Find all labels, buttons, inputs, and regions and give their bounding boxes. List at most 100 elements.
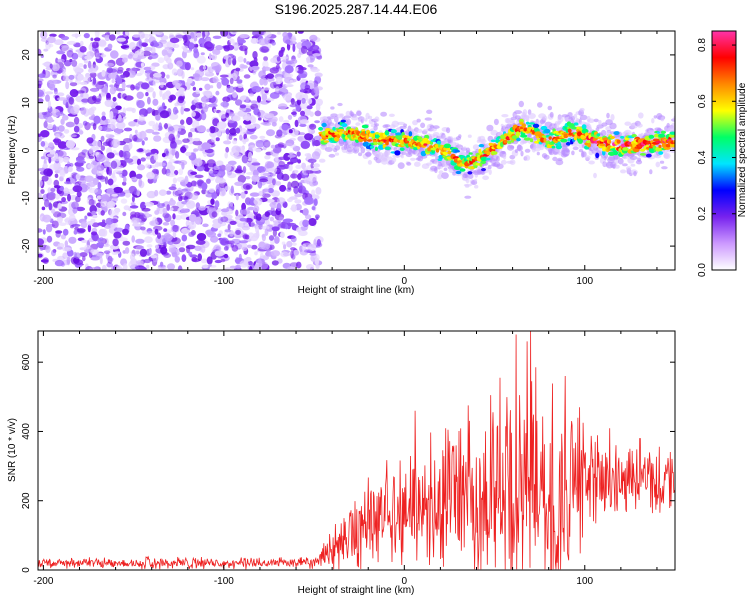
- signal-blob: [596, 133, 601, 137]
- noise-blob: [52, 107, 57, 114]
- noise-blob: [264, 36, 270, 45]
- noise-blob: [290, 173, 298, 179]
- signal-blob: [543, 128, 551, 134]
- noise-blob: [101, 69, 106, 77]
- signal-blob: [318, 126, 324, 131]
- noise-blob: [66, 50, 74, 58]
- noise-blob: [110, 160, 118, 169]
- noise-blob: [309, 252, 317, 256]
- signal-blob: [366, 139, 373, 142]
- noise-blob: [158, 189, 167, 196]
- noise-blob: [248, 266, 253, 270]
- noise-blob: [144, 69, 153, 74]
- noise-blob: [65, 140, 76, 149]
- spectrogram-y-tick-label: 10: [21, 97, 32, 109]
- spectrogram-heatmap: [38, 31, 675, 270]
- noise-blob: [281, 173, 290, 181]
- noise-blob: [159, 89, 163, 98]
- noise-blob: [274, 153, 279, 162]
- noise-blob: [162, 212, 170, 219]
- noise-blob: [252, 70, 257, 75]
- noise-blob: [249, 163, 256, 172]
- signal-halo: [573, 113, 578, 119]
- noise-blob: [227, 160, 237, 166]
- snr-axes: -200 -100 0 100 0 200 400 600: [21, 331, 675, 587]
- noise-blob: [163, 105, 167, 110]
- noise-blob: [288, 129, 293, 134]
- noise-blob: [162, 93, 166, 101]
- noise-blob: [281, 124, 289, 131]
- noise-blob: [104, 34, 111, 42]
- noise-blob: [238, 127, 247, 135]
- signal-halo: [365, 151, 372, 158]
- noise-blob: [266, 73, 275, 79]
- noise-blob: [180, 106, 184, 115]
- noise-blob: [304, 133, 314, 141]
- signal-blob: [515, 131, 520, 137]
- signal-halo: [334, 145, 341, 151]
- signal-halo: [509, 159, 516, 165]
- signal-halo: [465, 177, 470, 184]
- noise-blob: [311, 206, 316, 211]
- noise-blob: [206, 43, 216, 48]
- signal-halo: [649, 169, 653, 175]
- noise-blob: [79, 46, 87, 53]
- signal-halo: [663, 152, 671, 160]
- noise-blob: [215, 160, 224, 166]
- noise-blob: [52, 124, 57, 133]
- noise-blob: [204, 83, 211, 91]
- noise-blob: [283, 143, 293, 146]
- noise-blob: [253, 205, 260, 213]
- snr-y-tick-label: 200: [21, 492, 32, 509]
- noise-blob: [123, 127, 133, 132]
- noise-blob: [196, 32, 203, 38]
- noise-blob: [144, 46, 153, 52]
- noise-blob: [168, 133, 175, 142]
- noise-blob: [80, 93, 84, 98]
- noise-blob: [42, 62, 50, 66]
- noise-blob: [100, 54, 107, 58]
- noise-blob: [107, 118, 118, 124]
- noise-blob: [155, 169, 159, 175]
- noise-blob: [153, 135, 162, 142]
- signal-halo: [613, 159, 620, 164]
- noise-blob: [185, 145, 189, 149]
- noise-blob: [215, 90, 220, 96]
- noise-blob: [227, 57, 232, 66]
- signal-blob: [337, 128, 345, 132]
- signal-halo: [514, 110, 522, 115]
- noise-blob: [244, 113, 251, 122]
- noise-blob: [157, 232, 161, 239]
- noise-blob: [261, 93, 268, 102]
- noise-blob: [107, 255, 113, 264]
- noise-blob: [241, 154, 249, 164]
- noise-blob: [69, 89, 79, 98]
- noise-blob: [204, 31, 208, 36]
- noise-blob: [91, 210, 97, 216]
- noise-blob: [84, 122, 91, 131]
- noise-blob: [283, 164, 290, 169]
- noise-blob: [122, 240, 131, 246]
- noise-blob: [229, 150, 240, 157]
- noise-blob: [255, 225, 260, 234]
- noise-blob: [53, 185, 61, 189]
- noise-blob: [54, 153, 59, 158]
- signal-halo: [635, 159, 643, 165]
- noise-blob: [244, 234, 250, 240]
- noise-blob: [62, 156, 70, 163]
- noise-blob: [91, 231, 98, 236]
- noise-blob: [61, 197, 66, 203]
- noise-blob: [290, 98, 295, 105]
- noise-blob: [69, 134, 77, 138]
- noise-blob: [254, 251, 258, 256]
- noise-blob: [175, 82, 181, 90]
- noise-blob: [227, 223, 231, 231]
- noise-blob: [282, 59, 286, 63]
- signal-blob: [631, 134, 637, 138]
- noise-blob: [111, 193, 118, 197]
- noise-blob: [220, 208, 230, 213]
- colorbar-tick-label: 0.4: [697, 150, 708, 164]
- noise-blob: [138, 148, 144, 152]
- noise-blob: [62, 99, 68, 106]
- noise-blob: [194, 102, 204, 109]
